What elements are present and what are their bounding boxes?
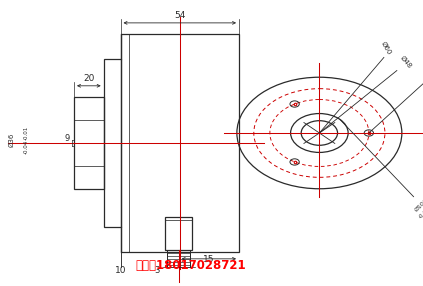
Text: 手机：18017028721: 手机：18017028721: [135, 259, 246, 273]
Text: 20: 20: [83, 74, 94, 83]
Text: 9: 9: [65, 134, 70, 143]
Bar: [121, 34, 239, 252]
Text: 54: 54: [174, 11, 185, 20]
Text: -0.01: -0.01: [23, 126, 28, 140]
Bar: [104, 59, 121, 227]
Text: Ø48: Ø48: [399, 54, 413, 69]
Bar: [165, 217, 192, 250]
Text: Ø10°: Ø10°: [414, 198, 423, 213]
Text: -0.04: -0.04: [23, 140, 28, 154]
Text: 10: 10: [115, 266, 126, 275]
Text: -0.018: -0.018: [418, 204, 423, 220]
Text: Ø36: Ø36: [8, 133, 14, 147]
Bar: [74, 97, 104, 189]
Text: 3: 3: [154, 266, 159, 275]
Text: Ø60: Ø60: [380, 41, 392, 56]
Text: 15: 15: [203, 255, 214, 263]
